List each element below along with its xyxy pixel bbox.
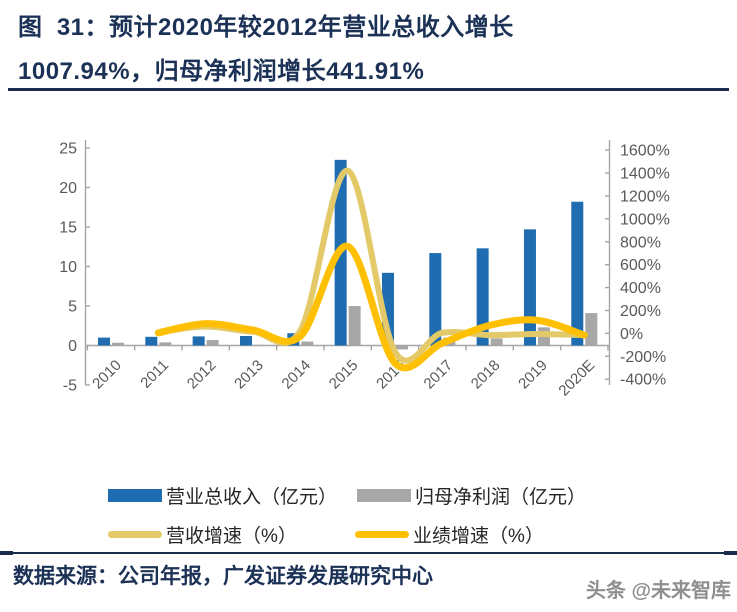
data-source: 数据来源：公司年报，广发证券发展研究中心 [13,565,433,588]
legend-label-net-profit: 归母净利润（亿元） [415,486,587,508]
svg-text:10: 10 [59,259,77,276]
svg-text:2014: 2014 [279,357,315,393]
svg-text:2010: 2010 [89,357,125,393]
legend-label-revenue: 营业总收入（亿元） [166,486,338,508]
bar-2016 [395,345,408,350]
svg-text:2019: 2019 [515,357,551,393]
svg-text:0%: 0% [620,326,643,343]
legend-label-profit-growth: 业绩增速（%） [413,525,544,547]
svg-text:1600%: 1600% [620,143,670,160]
svg-text:600%: 600% [620,257,661,274]
svg-text:20: 20 [59,180,77,197]
svg-text:2011: 2011 [137,357,172,392]
left-axis-labels: 25 20 15 10 5 0 -5 [59,141,77,395]
footer-divider-endcap-right [724,551,737,555]
bar-2011 [159,342,172,346]
bar-2015 [348,306,361,346]
revenue-growth-line-swatch [108,530,162,538]
net-profit-bar-swatch [357,488,411,502]
profit-growth-line-swatch [355,530,409,538]
bar-2012 [206,339,219,346]
figure-title: 图 31：预计2020年较2012年营业总收入增长 1007.94%，归母净利润… [18,6,721,94]
bar-2018 [490,338,503,346]
svg-text:200%: 200% [620,303,661,320]
svg-text:2013: 2013 [231,357,267,393]
bar-2017 [429,253,442,346]
legend-item-net-profit: 归母净利润（亿元） [357,482,586,508]
bar-2013 [253,344,266,346]
bar-2014 [301,341,314,346]
svg-text:2012: 2012 [184,357,220,393]
footer-divider-endcap-left [0,551,13,555]
bar-2010 [112,342,124,346]
legend-item-profit-growth: 业绩增速（%） [355,521,544,547]
svg-text:2017: 2017 [421,357,457,393]
svg-text:-200%: -200% [620,349,666,366]
title-divider [8,88,729,91]
legend-row-2: 营收增速（%） 业绩增速（%） [0,521,737,547]
svg-text:-400%: -400% [620,372,666,389]
bar-2010 [98,337,110,346]
figure-title-line2: 1007.94%，归母净利润增长441.91% [18,58,425,85]
x-axis-labels: 2010 2011 2012 2013 2014 2015 2016 2017 2018 2019… [89,357,598,400]
bar-2012 [192,336,205,346]
legend-row-1: 营业总收入（亿元） 归母净利润（亿元） [0,482,737,508]
svg-text:2018: 2018 [468,357,504,393]
svg-text:800%: 800% [620,234,661,251]
footer-divider [8,552,729,554]
svg-text:0: 0 [68,338,77,355]
svg-text:15: 15 [59,220,77,237]
axes [84,140,611,386]
bar-2018 [476,248,489,346]
svg-text:5: 5 [68,299,77,316]
svg-text:1400%: 1400% [620,166,670,183]
figure-title-line1: 图 31：预计2020年较2012年营业总收入增长 [18,14,514,41]
svg-text:2015: 2015 [326,357,362,393]
legend-item-revenue: 营业总收入（亿元） [108,482,337,508]
bar-2011 [145,336,158,346]
revenue-growth-line [155,167,588,364]
legend-item-revenue-growth: 营收增速（%） [108,521,297,547]
legend-label-revenue-growth: 营收增速（%） [166,525,297,547]
revenue-bars [98,159,584,346]
bar-2020E [571,201,584,346]
bar-2013 [239,336,252,346]
profit-growth-line [154,242,588,372]
bar-2020E [585,313,598,346]
svg-text:400%: 400% [620,280,661,297]
watermark: 头条 @未来智库 [585,580,731,602]
svg-text:2020E: 2020E [555,357,598,400]
right-axis-labels: 1600% 1400% 1200% 1000% 800% 600% 400% 200% 0% -2… [620,143,670,389]
svg-text:-5: -5 [63,378,77,395]
svg-text:25: 25 [59,141,77,158]
revenue-bar-swatch [108,488,162,502]
svg-text:1000%: 1000% [620,211,670,228]
bar-2019 [523,229,536,346]
svg-text:1200%: 1200% [620,188,670,205]
